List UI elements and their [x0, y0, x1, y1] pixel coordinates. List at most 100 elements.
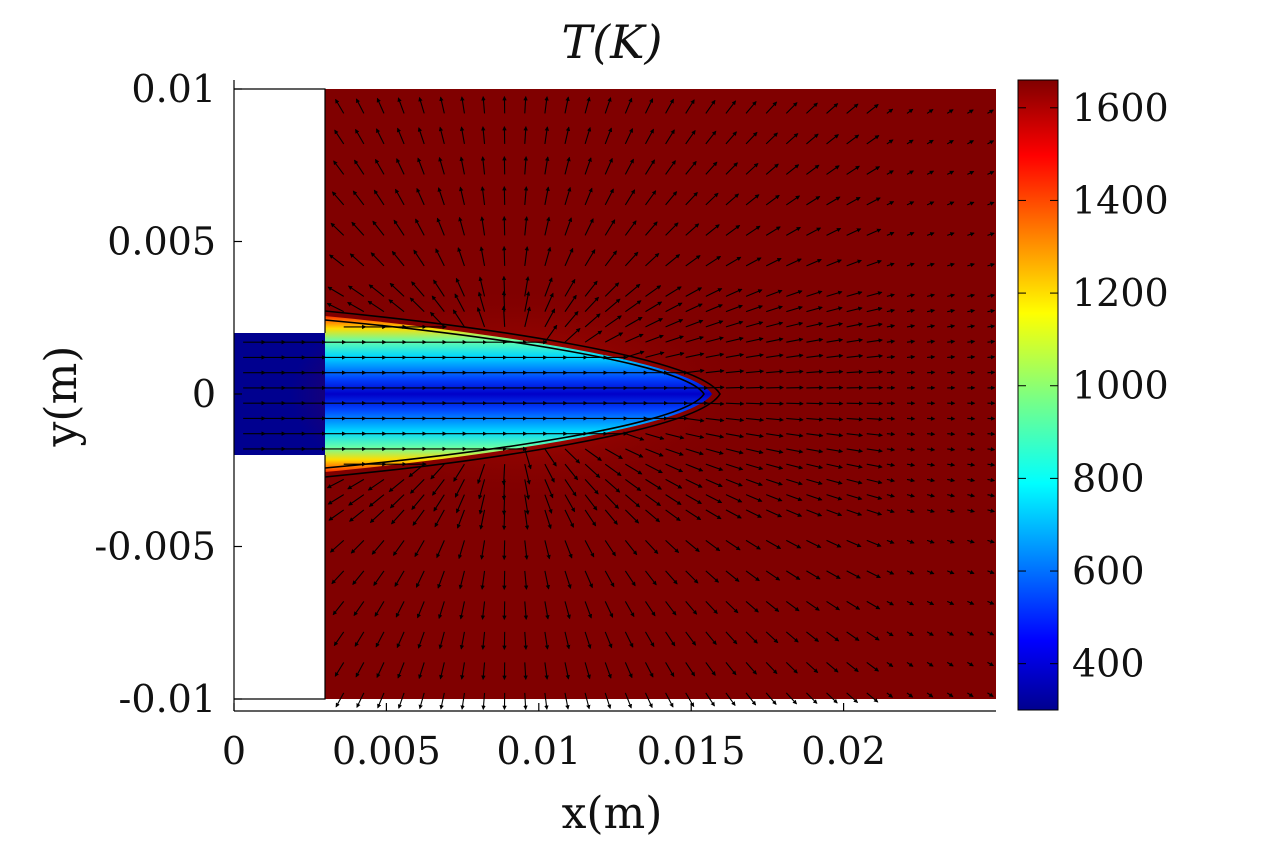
velocity-arrow: [786, 448, 804, 454]
velocity-arrow: [826, 570, 841, 579]
velocity-arrow: [433, 279, 445, 297]
velocity-arrow: [392, 540, 405, 556]
velocity-arrow: [745, 662, 757, 675]
velocity-arrow: [906, 354, 916, 360]
velocity-arrow: [987, 201, 995, 206]
velocity-arrow: [624, 158, 634, 175]
velocity-arrow: [685, 99, 695, 114]
velocity-arrow: [411, 494, 425, 510]
velocity-arrow: [926, 232, 935, 237]
velocity-arrow: [946, 600, 955, 605]
velocity-arrow: [866, 570, 881, 579]
velocity-arrow: [745, 194, 760, 206]
velocity-arrow: [987, 692, 994, 697]
velocity-arrow: [326, 302, 344, 313]
velocity-arrow: [906, 600, 915, 606]
velocity-arrow: [604, 250, 617, 267]
velocity-arrow: [367, 478, 385, 491]
velocity-arrow: [685, 448, 704, 456]
velocity-arrow: [725, 417, 745, 423]
velocity-arrow: [987, 232, 995, 237]
velocity-arrow: [846, 228, 862, 236]
velocity-arrow: [665, 662, 675, 678]
velocity-arrow: [685, 191, 698, 206]
velocity-arrow: [665, 570, 678, 585]
velocity-arrow: [946, 661, 954, 667]
y-tick-label: 0.005: [107, 220, 216, 264]
velocity-arrow: [766, 417, 784, 422]
velocity-arrow: [765, 509, 783, 518]
velocity-arrow: [523, 186, 529, 205]
colorbar-tick-label: 1600: [1072, 86, 1169, 130]
velocity-arrow: [886, 293, 895, 298]
velocity-arrow: [967, 140, 975, 145]
velocity-arrow: [786, 337, 804, 343]
velocity-arrow: [665, 222, 679, 236]
velocity-arrow: [705, 304, 723, 313]
velocity-arrow: [333, 631, 345, 647]
velocity-arrow: [625, 494, 641, 508]
velocity-arrow: [397, 662, 405, 679]
velocity-arrow: [785, 195, 801, 206]
velocity-arrow: [746, 401, 765, 406]
velocity-arrow: [806, 463, 824, 470]
velocity-arrow: [785, 692, 798, 705]
velocity-arrow: [866, 539, 882, 547]
velocity-arrow: [745, 162, 759, 175]
velocity-arrow: [625, 478, 642, 492]
velocity-arrow: [625, 448, 644, 458]
velocity-arrow: [431, 295, 445, 312]
velocity-arrow: [544, 540, 551, 560]
velocity-arrow: [947, 339, 956, 344]
velocity-arrow: [544, 216, 551, 236]
colorbar: 400 600 800 1000 1200 1400 1600: [1017, 79, 1169, 711]
velocity-arrow: [745, 101, 757, 114]
velocity-arrow: [373, 570, 385, 586]
velocity-arrow: [786, 509, 803, 517]
velocity-arrow: [376, 97, 385, 114]
velocity-arrow: [745, 509, 762, 518]
velocity-arrow: [645, 494, 662, 507]
velocity-arrow: [604, 463, 622, 476]
velocity-arrow: [685, 463, 704, 472]
velocity-arrow: [927, 447, 936, 452]
velocity-arrow: [947, 324, 956, 329]
velocity-arrow: [665, 98, 674, 114]
velocity-arrow: [866, 322, 883, 328]
velocity-arrow: [745, 600, 759, 613]
velocity-arrow: [584, 218, 594, 236]
velocity-arrow: [926, 293, 936, 298]
velocity-arrow: [786, 433, 804, 438]
velocity-arrow: [705, 320, 724, 328]
velocity-arrow: [967, 447, 976, 452]
velocity-arrow: [501, 290, 507, 312]
velocity-arrow: [705, 448, 724, 455]
velocity-arrow: [415, 570, 425, 588]
velocity-arrow: [624, 509, 640, 524]
velocity-arrow: [725, 539, 741, 551]
velocity-arrow: [705, 478, 723, 488]
velocity-arrow: [745, 448, 764, 455]
velocity-arrow: [725, 662, 737, 676]
velocity-arrow: [826, 369, 844, 375]
velocity-arrow: [806, 401, 824, 406]
velocity-arrow: [523, 95, 528, 114]
velocity-arrow: [846, 290, 863, 297]
velocity-arrow: [564, 494, 576, 513]
velocity-arrow: [846, 494, 863, 501]
velocity-arrow: [725, 631, 738, 645]
velocity-arrow: [846, 134, 860, 145]
velocity-arrow: [604, 157, 613, 175]
velocity-arrow: [946, 109, 954, 114]
velocity-arrow: [725, 369, 745, 374]
velocity-arrow: [604, 570, 615, 588]
velocity-arrow: [886, 431, 896, 437]
velocity-arrow: [987, 431, 996, 437]
velocity-arrow: [806, 227, 822, 236]
velocity-arrow: [584, 601, 593, 619]
velocity-arrow: [826, 600, 841, 611]
velocity-arrow: [786, 226, 801, 236]
velocity-arrow: [604, 332, 624, 343]
velocity-arrow: [523, 156, 529, 175]
velocity-arrow: [459, 631, 465, 650]
